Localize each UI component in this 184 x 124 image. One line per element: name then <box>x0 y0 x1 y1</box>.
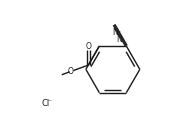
Text: ⁻: ⁻ <box>48 97 52 106</box>
Text: +: + <box>115 29 121 34</box>
Text: Cl: Cl <box>42 99 50 108</box>
Text: N: N <box>112 28 118 37</box>
Text: N: N <box>116 35 122 44</box>
Text: O: O <box>68 67 74 76</box>
Text: O: O <box>85 42 91 51</box>
